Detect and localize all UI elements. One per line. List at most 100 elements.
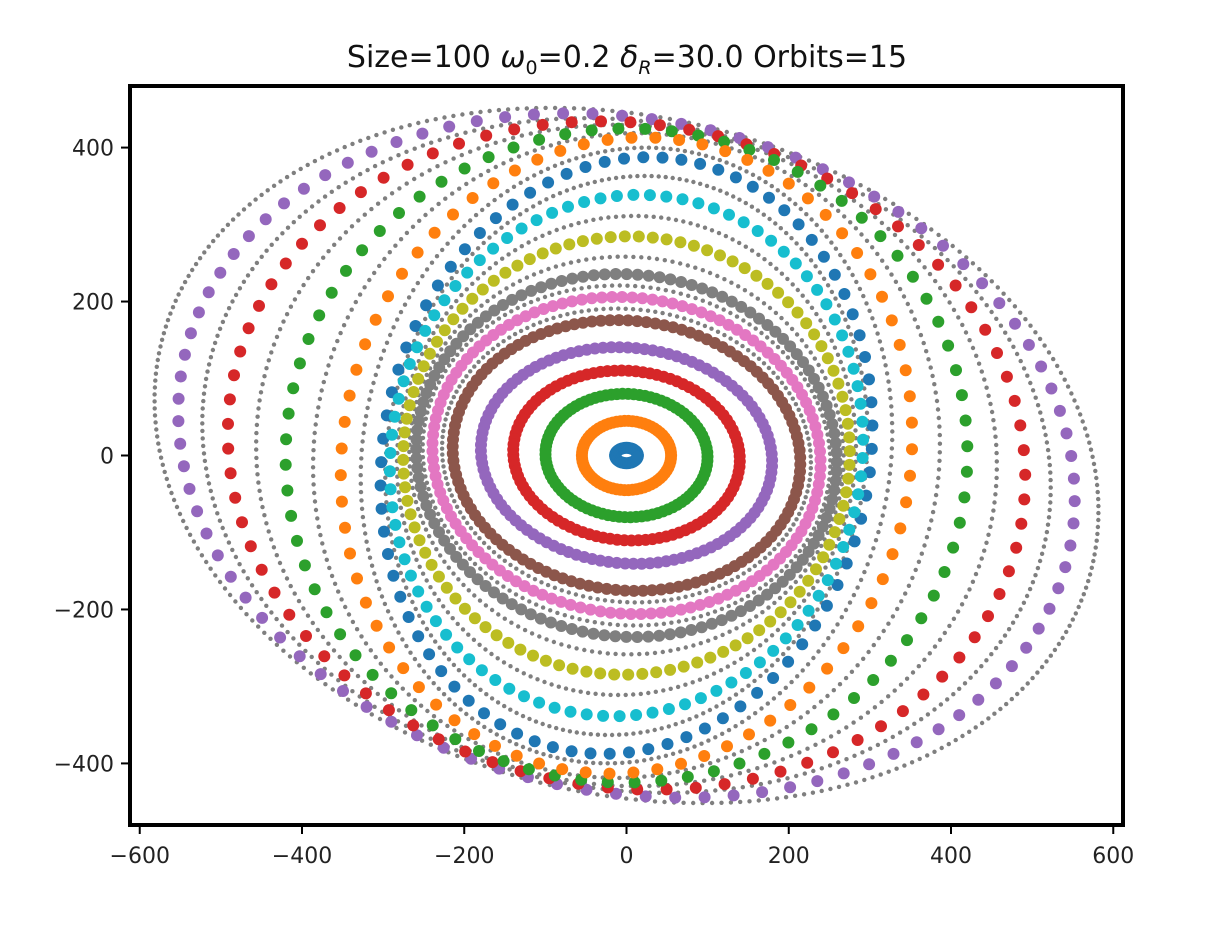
guide-dot <box>505 188 510 194</box>
orbit-point <box>646 293 659 306</box>
guide-dot <box>808 471 813 477</box>
orbit-point <box>801 756 814 769</box>
orbit-point <box>451 641 464 654</box>
guide-dot <box>387 250 392 255</box>
guide-dot <box>501 339 506 344</box>
orbit-point <box>253 299 265 312</box>
orbit-point <box>191 505 204 518</box>
guide-dot <box>855 585 860 590</box>
orbit-point <box>958 491 971 504</box>
guide-dot <box>598 216 604 221</box>
guide-dot <box>629 652 634 657</box>
guide-dot <box>794 241 799 246</box>
orbit-point <box>851 380 864 393</box>
orbit-point <box>524 608 537 621</box>
orbit-point <box>767 672 780 684</box>
guide-dot <box>537 200 542 205</box>
guide-dot <box>573 137 578 142</box>
guide-dot <box>436 201 441 207</box>
guide-dot <box>319 388 324 393</box>
orbit-point <box>717 645 730 658</box>
guide-dot <box>526 573 531 579</box>
guide-dot <box>157 448 162 453</box>
guide-dot <box>833 296 838 301</box>
guide-dot <box>288 304 294 309</box>
guide-dot <box>431 302 436 307</box>
guide-dot <box>898 682 904 687</box>
guide-dot <box>937 458 942 463</box>
guide-dot <box>508 707 513 712</box>
guide-dot <box>546 266 551 272</box>
guide-dot <box>696 122 701 128</box>
guide-dot <box>799 506 804 511</box>
guide-dot <box>737 149 742 154</box>
orbit-point <box>885 314 898 327</box>
orbit-point <box>405 704 418 717</box>
orbit-point <box>837 767 850 780</box>
guide-dot <box>866 187 872 192</box>
guide-dot <box>632 145 637 151</box>
guide-dot <box>732 660 737 665</box>
guide-dot <box>1041 425 1047 430</box>
guide-dot <box>994 316 999 321</box>
guide-dot <box>939 251 944 257</box>
guide-dot <box>780 757 785 762</box>
guide-dot <box>569 758 574 763</box>
guide-dot <box>540 721 545 727</box>
guide-dot <box>462 318 467 323</box>
guide-dot <box>653 309 658 314</box>
guide-dot <box>810 790 816 795</box>
guide-dot <box>327 151 332 156</box>
guide-dot <box>691 800 696 806</box>
guide-dot <box>393 555 399 560</box>
orbit-point <box>932 258 945 271</box>
orbit-point <box>696 282 709 295</box>
orbit-point <box>784 340 797 353</box>
guide-dot <box>254 455 259 461</box>
guide-dot <box>741 571 746 576</box>
guide-dot <box>769 183 774 189</box>
guide-dot <box>864 301 869 306</box>
guide-dot <box>670 259 675 264</box>
orbit-point <box>314 219 326 232</box>
guide-dot <box>740 719 745 725</box>
guide-dot <box>476 359 481 365</box>
orbit-point <box>320 606 333 619</box>
guide-dot <box>250 618 255 623</box>
orbit-point <box>579 161 592 173</box>
orbit-point <box>840 486 853 499</box>
orbit-point <box>548 701 561 714</box>
orbit-point <box>796 638 809 651</box>
guide-dot <box>443 196 448 201</box>
guide-dot <box>918 332 924 338</box>
guide-dot <box>1043 432 1048 438</box>
guide-dot <box>254 422 260 428</box>
guide-dot <box>494 732 499 737</box>
orbit-point <box>618 152 630 165</box>
guide-dot <box>827 763 833 768</box>
guide-dot <box>853 443 859 449</box>
guide-dot <box>467 556 473 561</box>
guide-dot <box>362 422 367 427</box>
guide-dot <box>478 172 484 178</box>
guide-dot <box>331 648 337 653</box>
orbit-point <box>791 306 804 319</box>
guide-dot <box>1046 455 1052 460</box>
guide-dot <box>262 630 267 635</box>
guide-dot <box>427 337 432 343</box>
guide-dot <box>723 755 729 760</box>
guide-dot <box>844 725 849 730</box>
guide-dot <box>695 223 700 228</box>
guide-dot <box>617 147 622 152</box>
guide-dot <box>155 434 160 439</box>
guide-dot <box>435 353 440 358</box>
orbit-14 <box>222 115 1032 796</box>
guide-dot <box>1003 330 1008 335</box>
guide-dot <box>887 471 893 476</box>
guide-dot <box>662 799 667 805</box>
guide-dot <box>831 396 836 401</box>
guide-dot <box>685 747 690 752</box>
guide-dot <box>910 670 916 675</box>
guide-dot <box>258 496 264 502</box>
guide-dot <box>152 392 157 397</box>
